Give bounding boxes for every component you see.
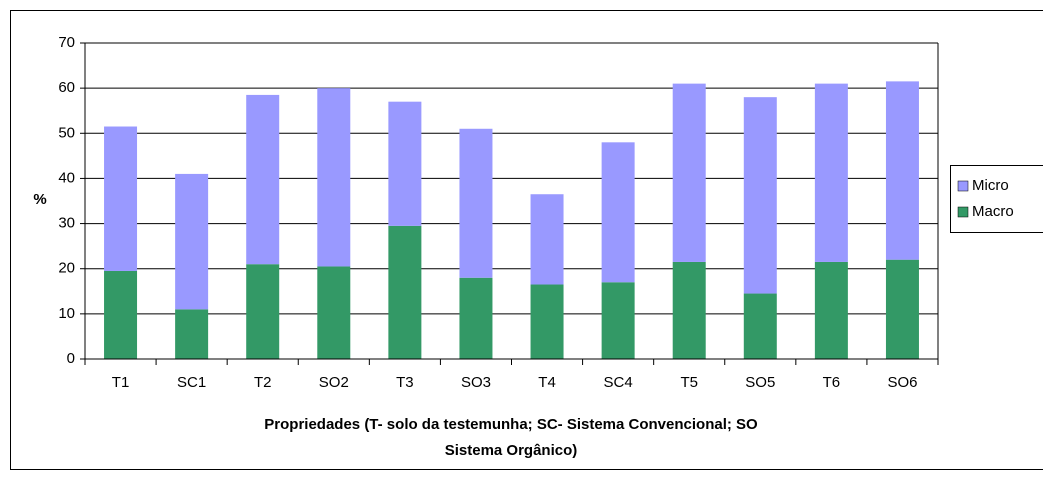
y-tick-label: 0 [67, 350, 75, 367]
bar-segment [672, 261, 706, 359]
bar-segment [459, 277, 493, 359]
bar-segment [459, 128, 493, 278]
bar-segment [743, 97, 777, 294]
x-tick-label: SC1 [177, 374, 206, 391]
x-tick-label: SO3 [461, 374, 491, 391]
y-tick-label: 50 [58, 124, 75, 141]
bar-segment [246, 94, 280, 265]
bar-segment [601, 282, 635, 359]
bar-segment [530, 194, 564, 285]
bar-segment [672, 83, 706, 262]
bar-segment [388, 225, 422, 359]
bar-segment [388, 101, 422, 226]
bar-segment [317, 266, 351, 359]
y-tick-label: 40 [58, 169, 75, 186]
y-tick-label: 70 [58, 34, 75, 51]
legend-box [950, 165, 1043, 233]
bar-segment [885, 81, 919, 260]
x-tick-label: SO5 [745, 374, 775, 391]
legend-swatch [957, 180, 969, 192]
y-tick-label: 20 [58, 260, 75, 277]
bar-segment [814, 83, 848, 262]
bar-segment [317, 88, 351, 267]
bar-segment [175, 173, 209, 310]
y-tick-label: 10 [58, 305, 75, 322]
bar-segment [104, 126, 138, 271]
legend-label: Micro [972, 177, 1009, 194]
x-tick-label: T5 [680, 374, 698, 391]
y-tick-label: 30 [58, 215, 75, 232]
x-tick-label: T1 [112, 374, 130, 391]
x-axis-label: Sistema Orgânico) [445, 442, 578, 459]
legend-label: Macro [972, 203, 1014, 220]
x-tick-label: SC4 [604, 374, 633, 391]
x-tick-label: SO2 [319, 374, 349, 391]
x-axis-label: Propriedades (T- solo da testemunha; SC-… [264, 416, 758, 433]
x-tick-label: T4 [538, 374, 556, 391]
x-tick-label: T2 [254, 374, 272, 391]
bar-segment [743, 293, 777, 359]
bar-segment [530, 284, 564, 359]
y-tick-label: 60 [58, 79, 75, 96]
bar-segment [104, 270, 138, 359]
bar-segment [601, 142, 635, 283]
y-axis-label: % [33, 191, 46, 208]
x-tick-label: T3 [396, 374, 414, 391]
legend-swatch [957, 206, 969, 218]
bar-segment [885, 259, 919, 359]
x-tick-label: SO6 [887, 374, 917, 391]
bar-segment [814, 261, 848, 359]
bar-segment [246, 264, 280, 359]
x-tick-label: T6 [823, 374, 841, 391]
bar-segment [175, 309, 209, 359]
